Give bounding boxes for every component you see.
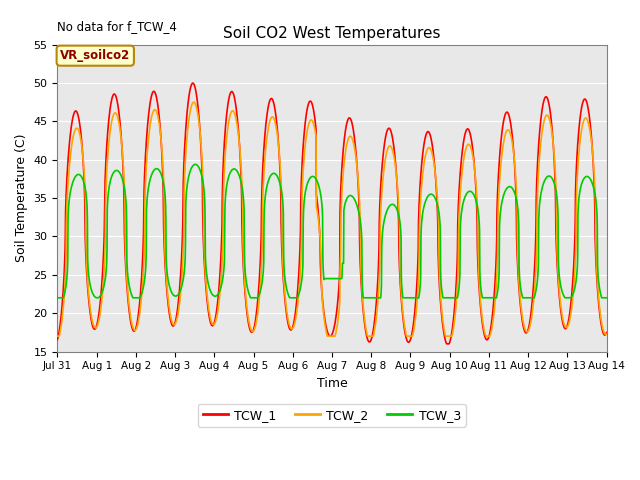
X-axis label: Time: Time — [317, 377, 348, 390]
Title: Soil CO2 West Temperatures: Soil CO2 West Temperatures — [223, 25, 441, 41]
Y-axis label: Soil Temperature (C): Soil Temperature (C) — [15, 134, 28, 262]
Legend: TCW_1, TCW_2, TCW_3: TCW_1, TCW_2, TCW_3 — [198, 404, 466, 427]
Text: VR_soilco2: VR_soilco2 — [60, 49, 131, 62]
Text: No data for f_TCW_4: No data for f_TCW_4 — [58, 20, 177, 33]
